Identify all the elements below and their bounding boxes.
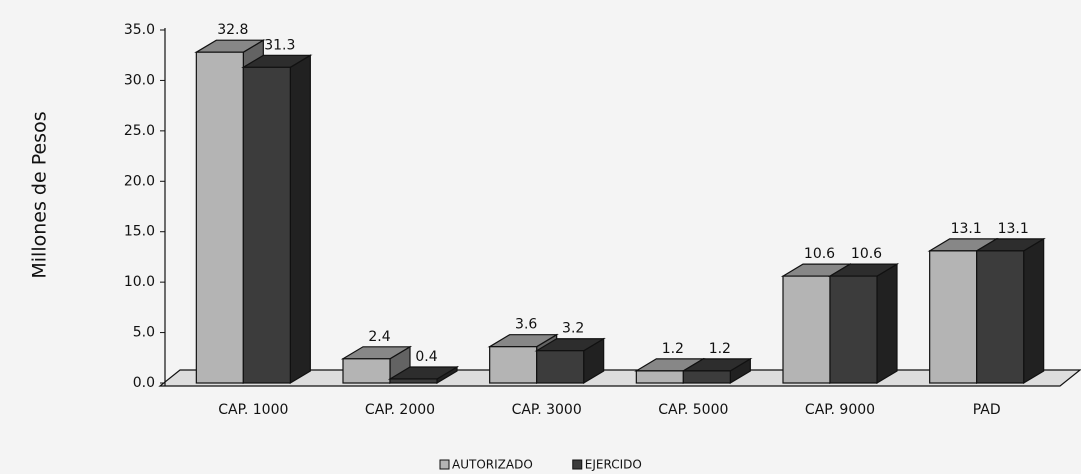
y-tick-label: 0.0 xyxy=(133,375,155,391)
bar-front xyxy=(195,51,244,384)
data-label: 2.4 xyxy=(368,329,390,345)
y-tick-label: 15.0 xyxy=(124,224,155,240)
bar-side xyxy=(876,263,898,385)
bar-front xyxy=(635,370,684,384)
y-tick-label: 30.0 xyxy=(124,72,155,88)
bar-front xyxy=(536,350,585,384)
data-label: 0.4 xyxy=(415,349,437,365)
bar-front xyxy=(242,66,291,384)
x-tick-label: CAP. 5000 xyxy=(658,402,728,418)
bar-front xyxy=(389,378,438,384)
x-tick-label: CAP. 3000 xyxy=(512,402,582,418)
bar-side xyxy=(1023,237,1045,385)
legend-swatch xyxy=(439,459,450,470)
x-tick-label: PAD xyxy=(973,402,1001,418)
y-tick-label: 35.0 xyxy=(124,22,155,38)
y-axis-label: Millones de Pesos xyxy=(29,111,51,278)
bar xyxy=(974,237,1046,385)
bar xyxy=(827,263,900,385)
bar-front xyxy=(929,250,978,384)
data-label: 32.8 xyxy=(217,22,248,38)
data-label: 13.1 xyxy=(951,221,982,237)
bar-side xyxy=(289,54,311,385)
x-tick-label: CAP. 2000 xyxy=(365,402,435,418)
bar xyxy=(241,54,313,385)
bar-front xyxy=(829,275,878,384)
bar-front xyxy=(489,346,538,384)
bar xyxy=(387,365,460,385)
bar-front xyxy=(782,275,831,384)
legend-swatch xyxy=(572,459,583,470)
x-tick-label: CAP. 9000 xyxy=(805,402,875,418)
data-label: 13.1 xyxy=(998,221,1029,237)
data-label: 10.6 xyxy=(851,246,882,262)
y-tick-label: 5.0 xyxy=(133,325,155,341)
bar xyxy=(681,357,753,385)
bar-front xyxy=(342,358,391,384)
bar xyxy=(534,337,606,385)
data-label: 3.6 xyxy=(515,317,537,333)
legend-label: AUTORIZADO xyxy=(452,458,533,472)
bar-front xyxy=(682,370,731,384)
legend-label: EJERCIDO xyxy=(585,458,642,472)
x-tick-label: CAP. 1000 xyxy=(218,402,288,418)
data-label: 3.2 xyxy=(562,321,584,337)
y-tick-label: 20.0 xyxy=(124,173,155,189)
data-label: 10.6 xyxy=(804,246,835,262)
data-label: 1.2 xyxy=(709,341,731,357)
y-tick-label: 25.0 xyxy=(124,123,155,139)
data-label: 1.2 xyxy=(662,341,684,357)
data-label: 31.3 xyxy=(264,37,295,53)
y-tick-label: 10.0 xyxy=(124,274,155,290)
bar-front xyxy=(976,250,1025,384)
